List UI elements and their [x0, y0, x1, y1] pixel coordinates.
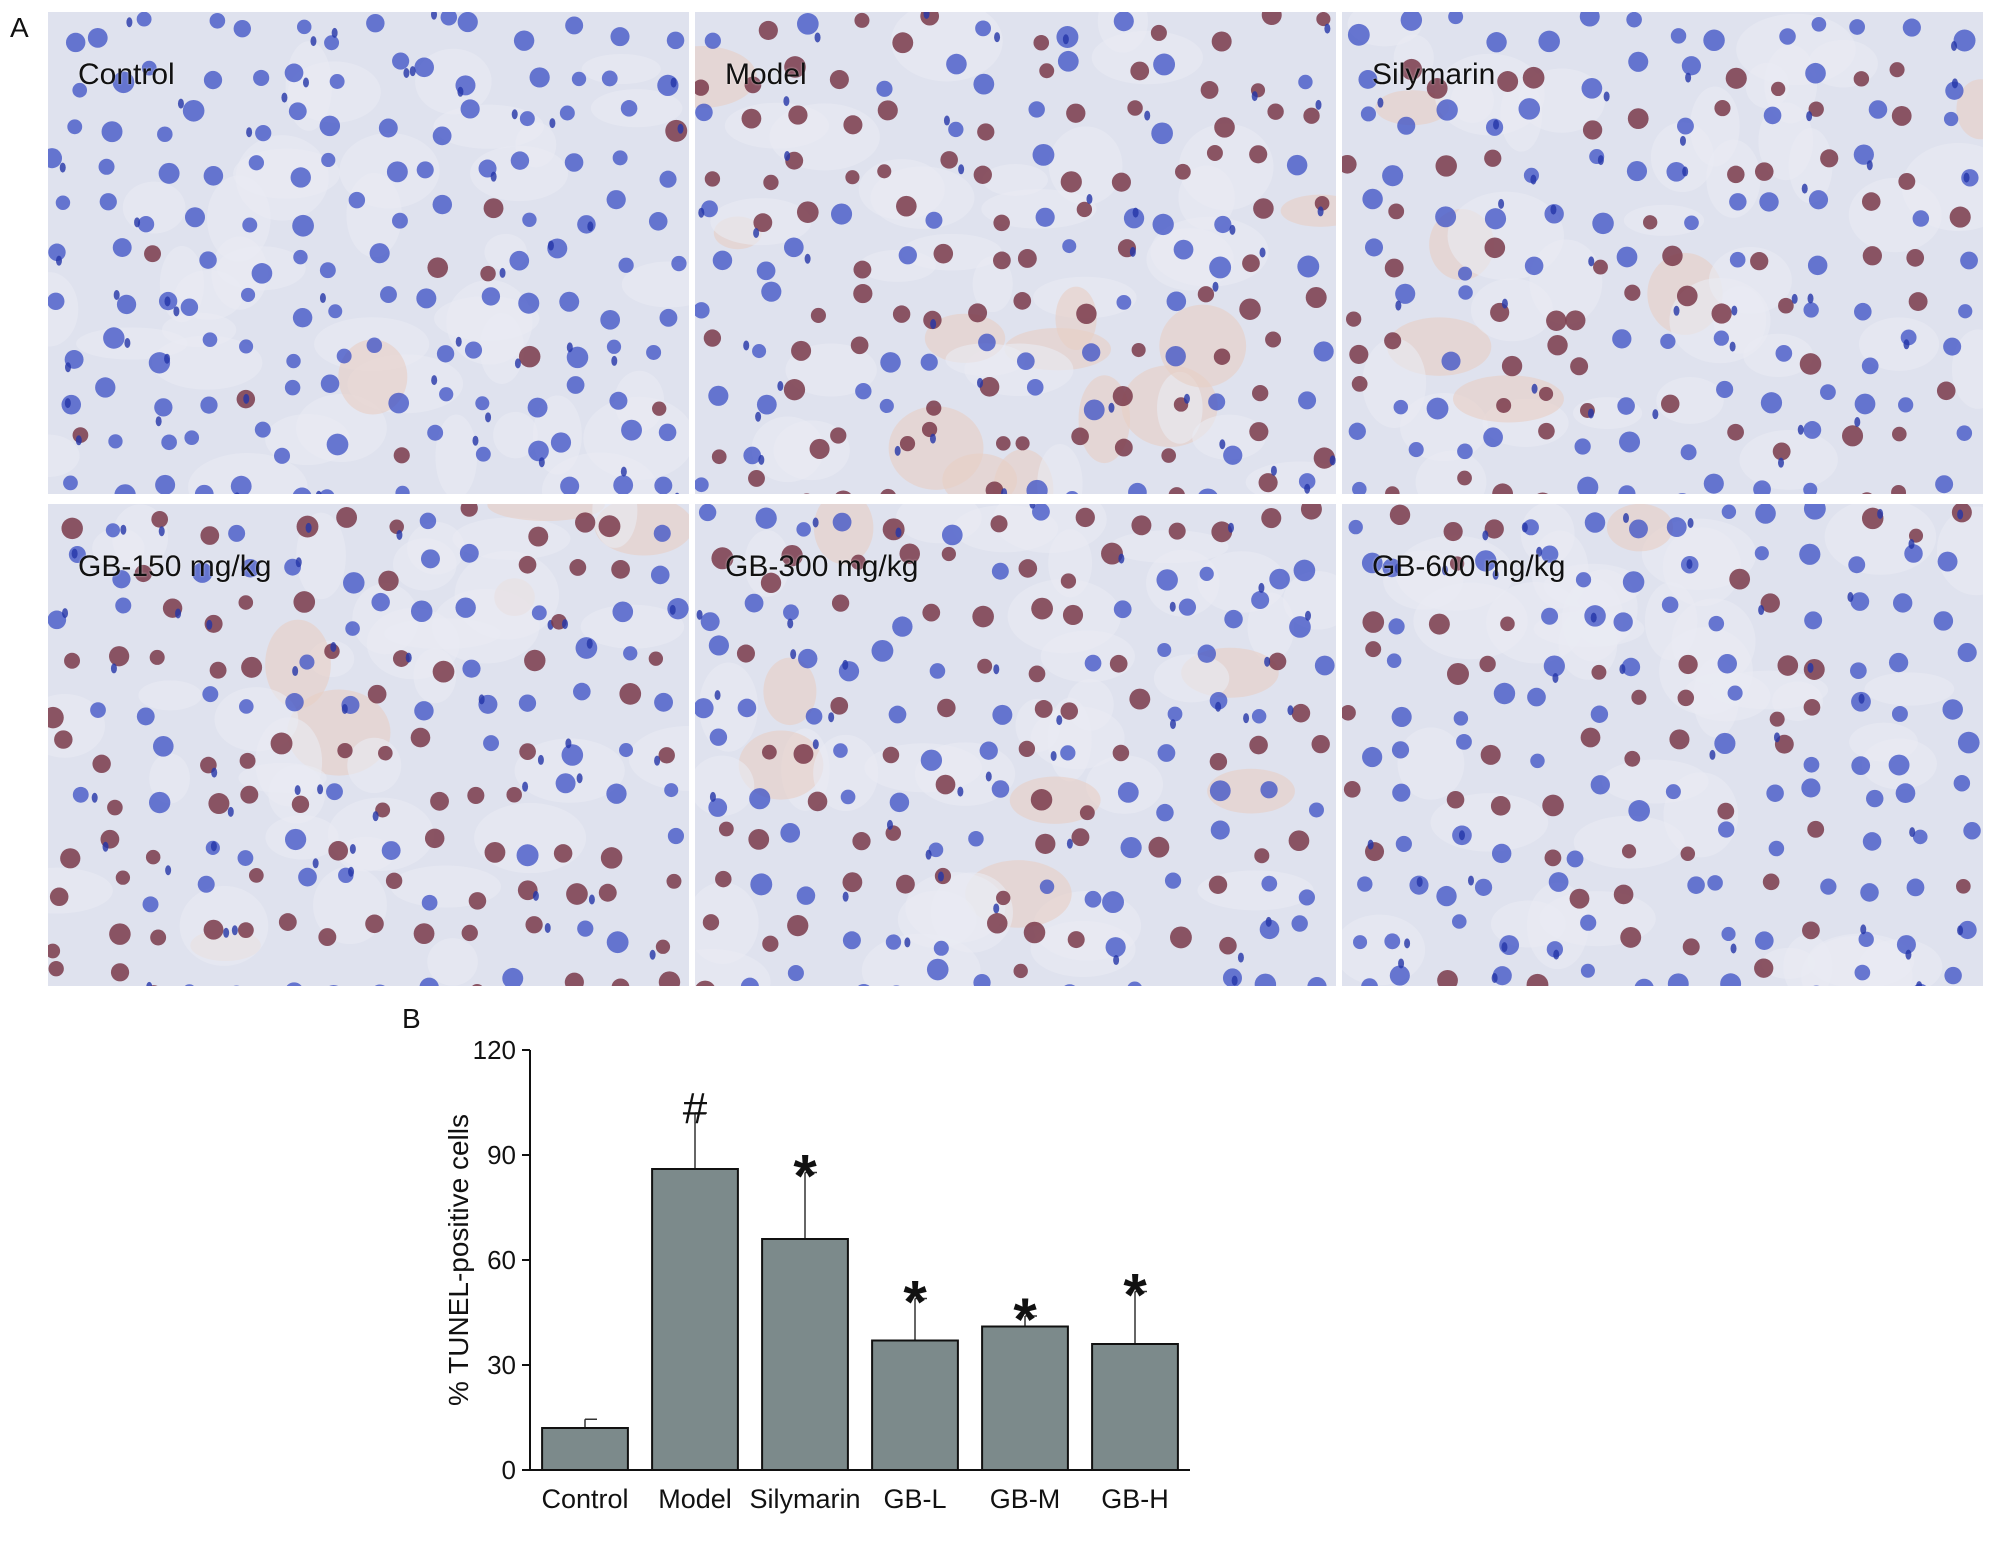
- significance-marker: *: [1123, 1262, 1147, 1329]
- micrograph-label: GB-600 mg/kg: [1372, 550, 1566, 583]
- panel-b-letter: B: [402, 1003, 421, 1034]
- significance-marker: *: [1013, 1286, 1037, 1353]
- bar-chart: 0 30 60 90 120 % TUNEL-positive cells Control M…: [443, 1035, 1190, 1514]
- micrograph-image: [695, 504, 1336, 986]
- bar-gb-h: [1091, 1343, 1179, 1471]
- micrograph-gb-150: GB-150 mg/kg: [48, 504, 689, 986]
- micrograph-label: GB-300 mg/kg: [725, 550, 919, 583]
- micrograph-grid: Control Model Silymarin GB-150 mg/kg GB-…: [48, 12, 1983, 988]
- y-tick-label: 0: [502, 1455, 516, 1485]
- x-tick-label: Silymarin: [749, 1484, 860, 1514]
- x-tick-label: Model: [658, 1484, 732, 1514]
- micrograph-label: Control: [78, 58, 175, 91]
- panel-a-letter: A: [10, 12, 29, 43]
- bar-gb-m: [981, 1325, 1069, 1471]
- x-tick-label: GB-L: [883, 1484, 946, 1514]
- significance-marker: *: [903, 1269, 927, 1336]
- micrograph-control: Control: [48, 12, 689, 494]
- micrograph-image: [695, 12, 1336, 494]
- bar-gb-l: [871, 1339, 959, 1471]
- significance-marker: *: [793, 1143, 817, 1210]
- micrograph-image: [48, 12, 689, 494]
- micrograph-gb-300: GB-300 mg/kg: [695, 504, 1336, 986]
- micrograph-image: [1342, 504, 1983, 986]
- micrograph-label: GB-150 mg/kg: [78, 550, 272, 583]
- bar-control: [541, 1427, 629, 1471]
- micrograph-silymarin: Silymarin: [1342, 12, 1983, 494]
- y-tick-label: 90: [487, 1140, 516, 1170]
- micrograph-model: Model: [695, 12, 1336, 494]
- micrograph-image: [48, 504, 689, 986]
- x-tick-label: GB-M: [990, 1484, 1061, 1514]
- micrograph-label: Silymarin: [1372, 58, 1496, 91]
- y-axis-title: % TUNEL-positive cells: [443, 1114, 474, 1406]
- micrograph-gb-600: GB-600 mg/kg: [1342, 504, 1983, 986]
- bar-silymarin: [761, 1238, 849, 1471]
- y-tick-label: 120: [473, 1035, 516, 1065]
- x-tick-label: GB-H: [1101, 1484, 1169, 1514]
- micrograph-image: [1342, 12, 1983, 494]
- x-tick-label: Control: [541, 1484, 628, 1514]
- y-tick-label: 60: [487, 1245, 516, 1275]
- y-tick-label: 30: [487, 1350, 516, 1380]
- significance-marker: #: [683, 1084, 708, 1133]
- bar-model: [651, 1168, 739, 1471]
- micrograph-label: Model: [725, 58, 807, 91]
